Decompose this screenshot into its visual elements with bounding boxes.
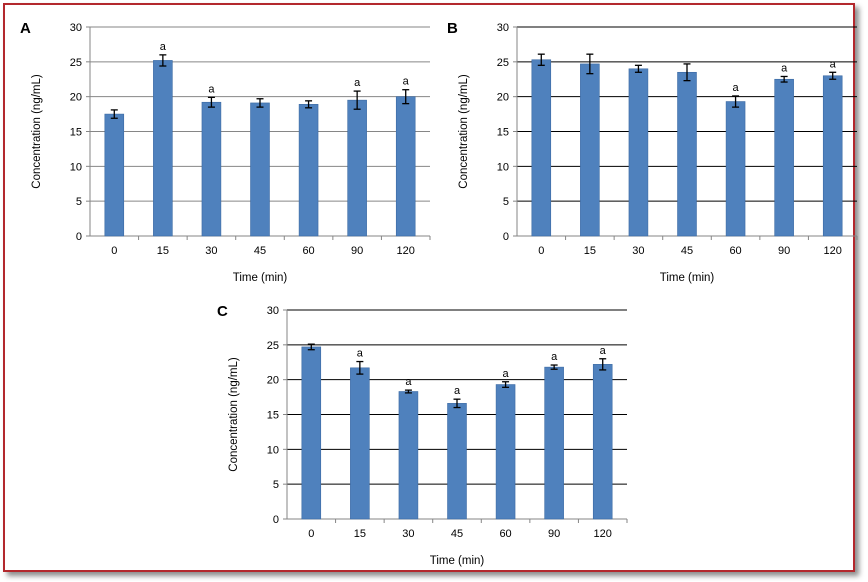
x-tick-label: 60	[499, 528, 511, 540]
bar	[298, 104, 319, 237]
significance-label: a	[551, 351, 558, 363]
x-tick-label: 120	[824, 245, 842, 257]
bar	[495, 384, 516, 520]
x-tick-label: 0	[538, 245, 544, 257]
y-tick-label: 15	[497, 127, 509, 139]
y-tick-label: 5	[273, 479, 279, 491]
x-tick-label: 60	[302, 245, 314, 257]
x-tick-label: 45	[451, 528, 463, 540]
y-tick-label: 25	[267, 340, 279, 352]
panel-label: A	[20, 20, 31, 37]
x-tick-label: 15	[584, 245, 596, 257]
x-tick-label: 0	[111, 245, 117, 257]
y-tick-label: 5	[503, 196, 509, 208]
y-tick-label: 5	[76, 196, 82, 208]
bar	[544, 366, 564, 520]
significance-label: a	[830, 58, 837, 70]
significance-label: a	[733, 82, 740, 94]
y-tick-label: 20	[70, 92, 82, 104]
panel-label: B	[447, 20, 458, 37]
bar	[398, 391, 419, 520]
significance-label: a	[357, 348, 364, 360]
y-tick-label: 0	[503, 231, 509, 243]
x-tick-label: 45	[681, 245, 693, 257]
bar	[725, 101, 746, 237]
bar	[350, 367, 370, 520]
y-tick-label: 10	[267, 444, 279, 456]
bar	[628, 68, 649, 237]
x-tick-label: 60	[729, 245, 741, 257]
bar	[301, 346, 322, 520]
y-axis-title: Concentration (ng/mL)	[31, 74, 43, 189]
y-tick-label: 15	[70, 127, 82, 139]
y-tick-label: 15	[267, 410, 279, 422]
y-axis-title: Concentration (ng/mL)	[458, 74, 470, 189]
x-tick-label: 15	[354, 528, 366, 540]
bar	[395, 96, 416, 237]
bar	[250, 102, 270, 237]
significance-label: a	[208, 83, 215, 95]
x-tick-label: 90	[778, 245, 790, 257]
y-tick-label: 0	[273, 514, 279, 526]
bar	[201, 101, 222, 237]
bar	[153, 60, 173, 237]
y-tick-label: 30	[70, 22, 82, 34]
x-tick-label: 0	[308, 528, 314, 540]
significance-label: a	[454, 385, 461, 397]
x-tick-label: 30	[402, 528, 414, 540]
y-tick-label: 0	[76, 231, 82, 243]
significance-label: a	[354, 77, 361, 89]
y-axis-title: Concentration (ng/mL)	[228, 357, 240, 472]
chart-panel-c: C a a a a a a 0 5 10 15 20 25 30 0 15 30 45 60 90 120 Con…	[217, 303, 628, 567]
chart-panel-a: A a a a a 0 5 10 15 20 25 30 0 15 30 45 60 90 120 Conce…	[20, 20, 431, 284]
x-axis-title: Time (min)	[430, 555, 485, 567]
panel-label: C	[217, 303, 228, 320]
y-tick-label: 10	[497, 161, 509, 173]
significance-label: a	[781, 62, 788, 74]
x-tick-label: 120	[594, 528, 612, 540]
y-tick-label: 30	[497, 22, 509, 34]
x-tick-label: 45	[254, 245, 266, 257]
significance-label: a	[600, 345, 607, 357]
bar	[774, 78, 794, 237]
y-tick-label: 20	[267, 375, 279, 387]
x-tick-label: 90	[548, 528, 560, 540]
y-tick-label: 25	[70, 57, 82, 69]
chart-panel-b: B a a a 0 5 10 15 20 25 30 0 15 30 45 60 90 120 Concen…	[447, 20, 858, 284]
bar	[677, 71, 697, 237]
bar	[592, 364, 613, 520]
bar	[104, 113, 125, 237]
x-tick-label: 15	[157, 245, 169, 257]
significance-label: a	[403, 76, 410, 88]
x-tick-label: 90	[351, 245, 363, 257]
bar	[347, 99, 367, 237]
y-tick-label: 25	[497, 57, 509, 69]
y-tick-label: 30	[267, 305, 279, 317]
x-axis-title: Time (min)	[233, 272, 288, 284]
x-axis-title: Time (min)	[660, 272, 715, 284]
significance-label: a	[160, 41, 167, 53]
significance-label: a	[503, 368, 510, 380]
bar	[822, 75, 843, 237]
significance-label: a	[405, 376, 412, 388]
bar	[447, 403, 467, 520]
x-tick-label: 30	[632, 245, 644, 257]
y-tick-label: 20	[497, 92, 509, 104]
bar	[580, 63, 600, 237]
bar	[531, 59, 552, 237]
x-tick-label: 30	[205, 245, 217, 257]
x-tick-label: 120	[397, 245, 415, 257]
y-tick-label: 10	[70, 161, 82, 173]
figure-frame: A a a a a 0 5 10 15 20 25 30 0 15 30 45 60 90 120 Conce…	[3, 3, 858, 572]
